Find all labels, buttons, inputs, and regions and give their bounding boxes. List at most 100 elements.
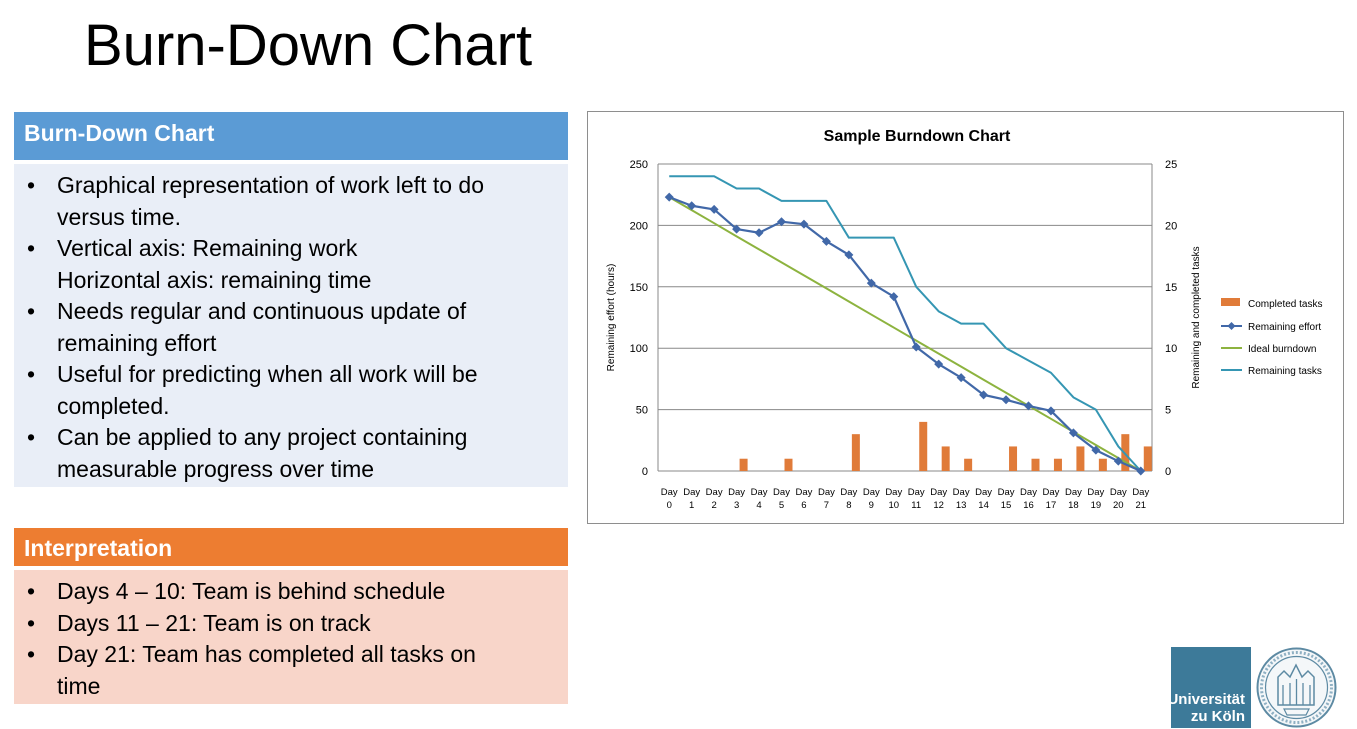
x-tick-label-number: 8 bbox=[846, 500, 851, 511]
interpretation-box-heading: Interpretation bbox=[14, 528, 568, 566]
interpretation-bullet: Day 21: Team has completed all tasks on t… bbox=[14, 639, 568, 702]
burndown-bullet-text: Vertical axis: Remaining work bbox=[57, 235, 358, 261]
completed-tasks-bar bbox=[1009, 446, 1018, 471]
x-tick-label-number: 12 bbox=[933, 500, 944, 511]
burndown-bullet-text: Useful for predicting when all work will… bbox=[57, 361, 478, 387]
university-seal-icon bbox=[1256, 647, 1337, 728]
remaining-effort-point bbox=[934, 359, 944, 369]
completed-tasks-bar bbox=[1076, 446, 1085, 471]
legend-marker bbox=[1227, 322, 1236, 330]
x-tick-label-number: 3 bbox=[734, 500, 739, 511]
burndown-bullet: Can be applied to any project containing… bbox=[14, 422, 568, 485]
completed-tasks-bar bbox=[1098, 458, 1107, 471]
remaining-effort-point bbox=[687, 201, 697, 211]
x-tick-label-day: Day bbox=[1020, 487, 1037, 498]
completed-tasks-bar bbox=[1053, 458, 1062, 471]
x-tick-label-day: Day bbox=[751, 487, 768, 498]
y-axis-label: Remaining effort (hours) bbox=[606, 264, 617, 372]
remaining-effort-point bbox=[799, 219, 809, 229]
remaining-effort-point bbox=[1001, 395, 1011, 405]
y-tick-label: 100 bbox=[630, 343, 648, 355]
interpretation-box-body: Days 4 – 10: Team is behind schedule Days… bbox=[14, 570, 568, 704]
y-tick-label: 0 bbox=[642, 466, 648, 478]
legend-label: Ideal burndown bbox=[1248, 344, 1316, 355]
legend-swatch-completed-tasks bbox=[1221, 298, 1240, 306]
burndown-bullet-text: measurable progress over time bbox=[57, 455, 375, 482]
y-tick-label: 250 bbox=[630, 159, 648, 171]
y2-tick-label: 25 bbox=[1165, 159, 1177, 171]
y2-tick-label: 15 bbox=[1165, 282, 1177, 294]
x-tick-label-number: 7 bbox=[824, 500, 829, 511]
burndown-bullet-list: Graphical representation of work left to… bbox=[14, 170, 568, 485]
completed-tasks-bar bbox=[739, 458, 748, 471]
y2-tick-label: 5 bbox=[1165, 405, 1171, 417]
remaining-effort-point bbox=[1024, 401, 1033, 411]
burndown-bullet-text: remaining effort bbox=[57, 329, 217, 356]
remaining-effort-point bbox=[732, 224, 742, 234]
interpretation-bullet-text: Days 11 – 21: Team is on track bbox=[57, 609, 371, 636]
x-tick-label-day: Day bbox=[728, 487, 745, 498]
logo-line-2: zu Köln bbox=[1190, 708, 1245, 725]
completed-tasks-bar bbox=[1121, 434, 1130, 471]
remaining-effort-point bbox=[1091, 445, 1101, 455]
y2-tick-label: 10 bbox=[1165, 343, 1177, 355]
x-tick-label-day: Day bbox=[796, 487, 813, 498]
burndown-bullet-text: Horizontal axis: remaining time bbox=[57, 266, 372, 293]
completed-tasks-bar bbox=[941, 446, 950, 471]
completed-tasks-bar bbox=[1143, 446, 1152, 471]
x-tick-label-number: 11 bbox=[911, 500, 921, 511]
logo-line-1: Universität bbox=[1167, 691, 1245, 708]
x-tick-label-number: 15 bbox=[1001, 500, 1012, 511]
burndown-box-heading: Burn-Down Chart bbox=[14, 112, 568, 160]
y-tick-label: 50 bbox=[636, 405, 648, 417]
x-tick-label-day: Day bbox=[1087, 487, 1104, 498]
interpretation-bullet-text: Days 4 – 10: Team is behind schedule bbox=[57, 578, 446, 604]
x-tick-label-day: Day bbox=[661, 487, 678, 498]
burndown-box-body: Graphical representation of work left to… bbox=[14, 164, 568, 487]
legend-label: Remaining tasks bbox=[1248, 366, 1322, 377]
burndown-bullet-text: Needs regular and continuous update of bbox=[57, 298, 467, 324]
remaining-effort-point bbox=[1136, 466, 1146, 476]
x-tick-label-number: 14 bbox=[978, 500, 989, 511]
y-tick-label: 150 bbox=[630, 282, 648, 294]
y2-tick-label: 0 bbox=[1165, 466, 1171, 478]
y-tick-label: 200 bbox=[630, 220, 648, 232]
interpretation-bullet-text: time bbox=[57, 672, 101, 699]
x-tick-label-number: 2 bbox=[711, 500, 716, 511]
burndown-chart-svg: Sample Burndown Chart0501001502002500510… bbox=[606, 128, 1322, 511]
burndown-bullet: Needs regular and continuous update of re… bbox=[14, 296, 568, 359]
remaining-effort-point bbox=[844, 250, 854, 260]
remaining-effort-line bbox=[668, 196, 1142, 473]
burndown-bullet: Graphical representation of work left to… bbox=[14, 170, 568, 233]
x-tick-label-day: Day bbox=[818, 487, 835, 498]
university-logo: Universität zu Köln bbox=[1167, 647, 1251, 728]
x-tick-label-day: Day bbox=[683, 487, 700, 498]
interpretation-bullet-list: Days 4 – 10: Team is behind schedule Days… bbox=[14, 576, 568, 702]
burndown-bullet-text: versus time. bbox=[57, 203, 181, 230]
x-tick-label-day: Day bbox=[1110, 487, 1127, 498]
x-tick-label-number: 1 bbox=[689, 500, 694, 511]
remaining-effort-point bbox=[956, 373, 966, 383]
x-tick-label-day: Day bbox=[975, 487, 992, 498]
x-tick-label-number: 21 bbox=[1135, 500, 1146, 511]
x-tick-label-number: 9 bbox=[869, 500, 874, 511]
x-tick-label-day: Day bbox=[998, 487, 1015, 498]
remaining-effort-point bbox=[911, 342, 921, 352]
x-tick-label-day: Day bbox=[1065, 487, 1082, 498]
y2-axis-label: Remaining and completed tasks bbox=[1191, 246, 1202, 388]
x-tick-label-number: 17 bbox=[1046, 500, 1057, 511]
burndown-chart: Sample Burndown Chart 0 50 100 150 200 250 0 5 10… bbox=[587, 111, 1344, 524]
x-tick-label-day: Day bbox=[773, 487, 790, 498]
burndown-bullet-text: completed. bbox=[57, 392, 170, 419]
remaining-effort-point bbox=[1068, 428, 1078, 438]
remaining-effort-point bbox=[709, 204, 719, 214]
completed-tasks-bar bbox=[919, 421, 928, 471]
completed-tasks-bar bbox=[964, 458, 973, 471]
completed-tasks-bar bbox=[1031, 458, 1040, 471]
remaining-effort-point bbox=[664, 192, 674, 202]
interpretation-bullet-text: Day 21: Team has completed all tasks on bbox=[57, 641, 476, 667]
x-tick-label-number: 10 bbox=[888, 500, 899, 511]
x-tick-label-day: Day bbox=[885, 487, 902, 498]
burndown-bullet: Useful for predicting when all work will… bbox=[14, 359, 568, 422]
x-tick-label-day: Day bbox=[706, 487, 723, 498]
